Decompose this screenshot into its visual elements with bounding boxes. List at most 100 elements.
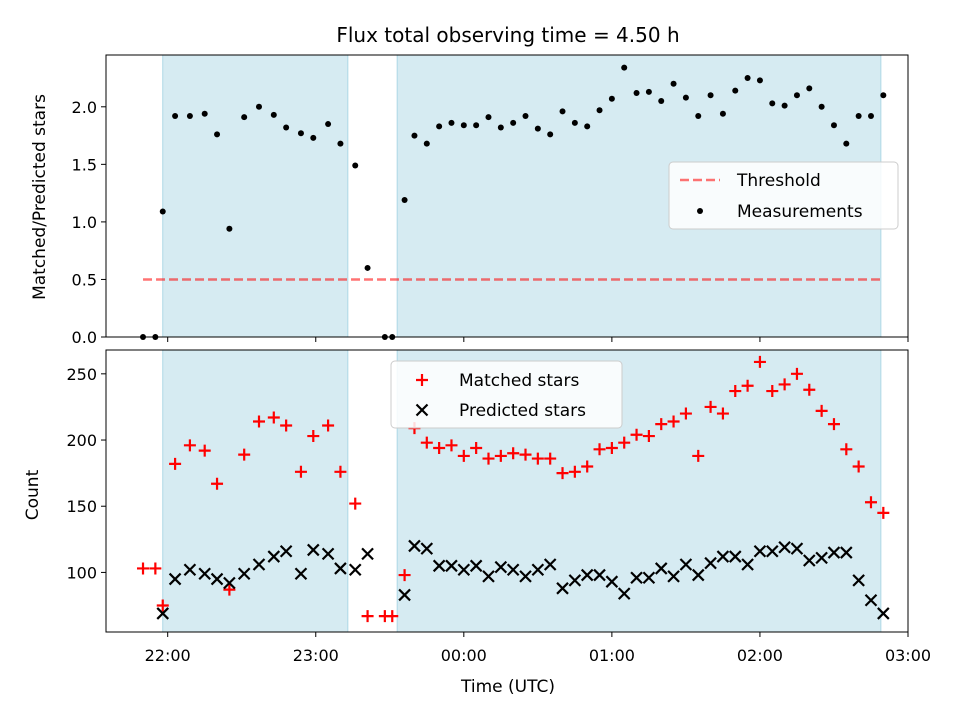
measurement-point xyxy=(793,92,800,99)
predicted-star-point xyxy=(543,558,557,571)
measurement-point xyxy=(547,131,554,138)
predicted-star-point xyxy=(432,559,446,573)
measurement-point xyxy=(781,102,788,109)
predicted-star-point xyxy=(482,570,495,583)
bottom-y-tick-label: 100 xyxy=(66,563,97,582)
matched-star-point xyxy=(605,441,618,454)
legend-measurements-swatch xyxy=(697,208,703,214)
bottom-y-axis-label: Count xyxy=(23,469,43,520)
predicted-star-point xyxy=(361,547,374,561)
matched-star-point xyxy=(544,452,557,465)
measurement-point xyxy=(571,119,578,126)
matched-star-point xyxy=(568,465,581,478)
predicted-star-point xyxy=(765,544,779,558)
predicted-star-point xyxy=(279,544,293,558)
predicted-star-point xyxy=(408,539,421,553)
measurement-point xyxy=(325,121,332,128)
predicted-star-point xyxy=(827,546,841,559)
predicted-star-point xyxy=(716,550,730,563)
top-y-axis-label: Matched/Predicted stars xyxy=(30,94,50,300)
x-tick-label: 03:00 xyxy=(885,646,931,665)
measurement-point xyxy=(401,197,408,204)
predicted-star-point xyxy=(348,563,362,577)
measurement-point xyxy=(584,123,591,130)
measurement-point xyxy=(310,134,317,141)
matched-star-point xyxy=(766,385,779,398)
measurement-point xyxy=(241,114,248,121)
measurement-point xyxy=(255,103,262,110)
bottom-legend-box xyxy=(390,360,623,429)
measurement-point xyxy=(283,124,290,131)
matched-star-point xyxy=(252,415,265,428)
matched-star-point xyxy=(494,449,507,462)
predicted-star-point xyxy=(252,558,266,571)
measurement-point xyxy=(352,162,359,169)
measurement-point xyxy=(460,122,467,129)
predicted-star-point xyxy=(445,559,458,573)
matched-star-point xyxy=(280,419,293,432)
predicted-star-point xyxy=(753,544,767,558)
bottom-y-tick-label: 250 xyxy=(66,365,97,384)
matched-star-point xyxy=(519,448,532,461)
predicted-star-point xyxy=(877,607,890,620)
predicted-star-point xyxy=(420,542,434,555)
matched-star-point xyxy=(790,367,803,380)
measurement-point xyxy=(806,85,813,92)
predicted-star-point xyxy=(679,558,693,571)
matched-star-point xyxy=(211,477,224,490)
measurement-point xyxy=(818,103,825,110)
predicted-star-point xyxy=(568,574,582,587)
matched-star-point xyxy=(803,383,816,396)
predicted-star-point xyxy=(156,607,170,620)
bottom-legend: Matched stars Predicted stars xyxy=(390,360,623,429)
matched-star-point xyxy=(470,441,483,454)
matched-star-point xyxy=(267,411,280,424)
matched-star-point xyxy=(445,439,458,452)
predicted-star-point xyxy=(469,559,483,573)
matched-star-point xyxy=(223,583,236,596)
matched-star-point xyxy=(852,460,865,473)
measurement-point xyxy=(522,113,529,120)
x-axis-label: Time (UTC) xyxy=(460,677,555,697)
measurement-point xyxy=(364,264,371,271)
predicted-star-point xyxy=(630,571,643,584)
predicted-star-point xyxy=(183,563,197,577)
top-y-tick-label: 0.5 xyxy=(72,270,97,289)
matched-star-point xyxy=(593,443,606,456)
matched-star-point xyxy=(198,444,211,457)
legend-matched-swatch xyxy=(416,374,428,386)
matched-star-point xyxy=(642,430,655,443)
top-axes-frame xyxy=(105,54,909,338)
matched-star-point xyxy=(531,452,544,465)
bottom-axes-frame xyxy=(105,349,909,633)
matched-star-point xyxy=(704,400,717,413)
matched-star-point xyxy=(630,428,643,441)
matched-star-point xyxy=(433,441,446,454)
matched-star-point xyxy=(840,443,853,456)
measurement-point xyxy=(226,225,233,232)
measurement-point xyxy=(732,87,739,94)
predicted-star-point xyxy=(334,562,347,575)
legend-predicted-swatch xyxy=(415,403,429,417)
predicted-star-point xyxy=(556,582,569,595)
x-tick-label: 22:00 xyxy=(145,646,191,665)
predicted-star-point xyxy=(852,574,865,587)
matched-star-point xyxy=(349,497,362,510)
x-tick-label: 02:00 xyxy=(737,646,783,665)
predicted-star-point xyxy=(803,554,816,567)
chart-title: Flux total observing time = 4.50 h xyxy=(336,23,679,47)
measurement-point xyxy=(436,123,443,130)
measurement-point xyxy=(621,64,628,71)
measurement-point xyxy=(855,113,862,120)
matched-star-point xyxy=(778,378,791,391)
predicted-star-point xyxy=(728,550,742,563)
matched-star-point xyxy=(618,436,631,449)
measurement-point xyxy=(448,119,455,126)
predicted-star-point xyxy=(223,576,236,590)
measurement-point xyxy=(695,113,702,120)
predicted-star-point xyxy=(691,568,705,582)
matched-star-point xyxy=(507,447,520,460)
predicted-star-point xyxy=(294,567,308,581)
predicted-star-point xyxy=(667,570,680,583)
matched-star-point xyxy=(361,610,374,623)
